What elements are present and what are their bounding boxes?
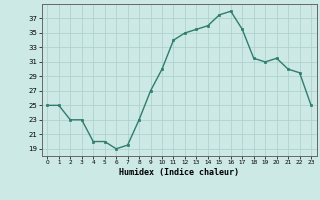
X-axis label: Humidex (Indice chaleur): Humidex (Indice chaleur)	[119, 168, 239, 177]
